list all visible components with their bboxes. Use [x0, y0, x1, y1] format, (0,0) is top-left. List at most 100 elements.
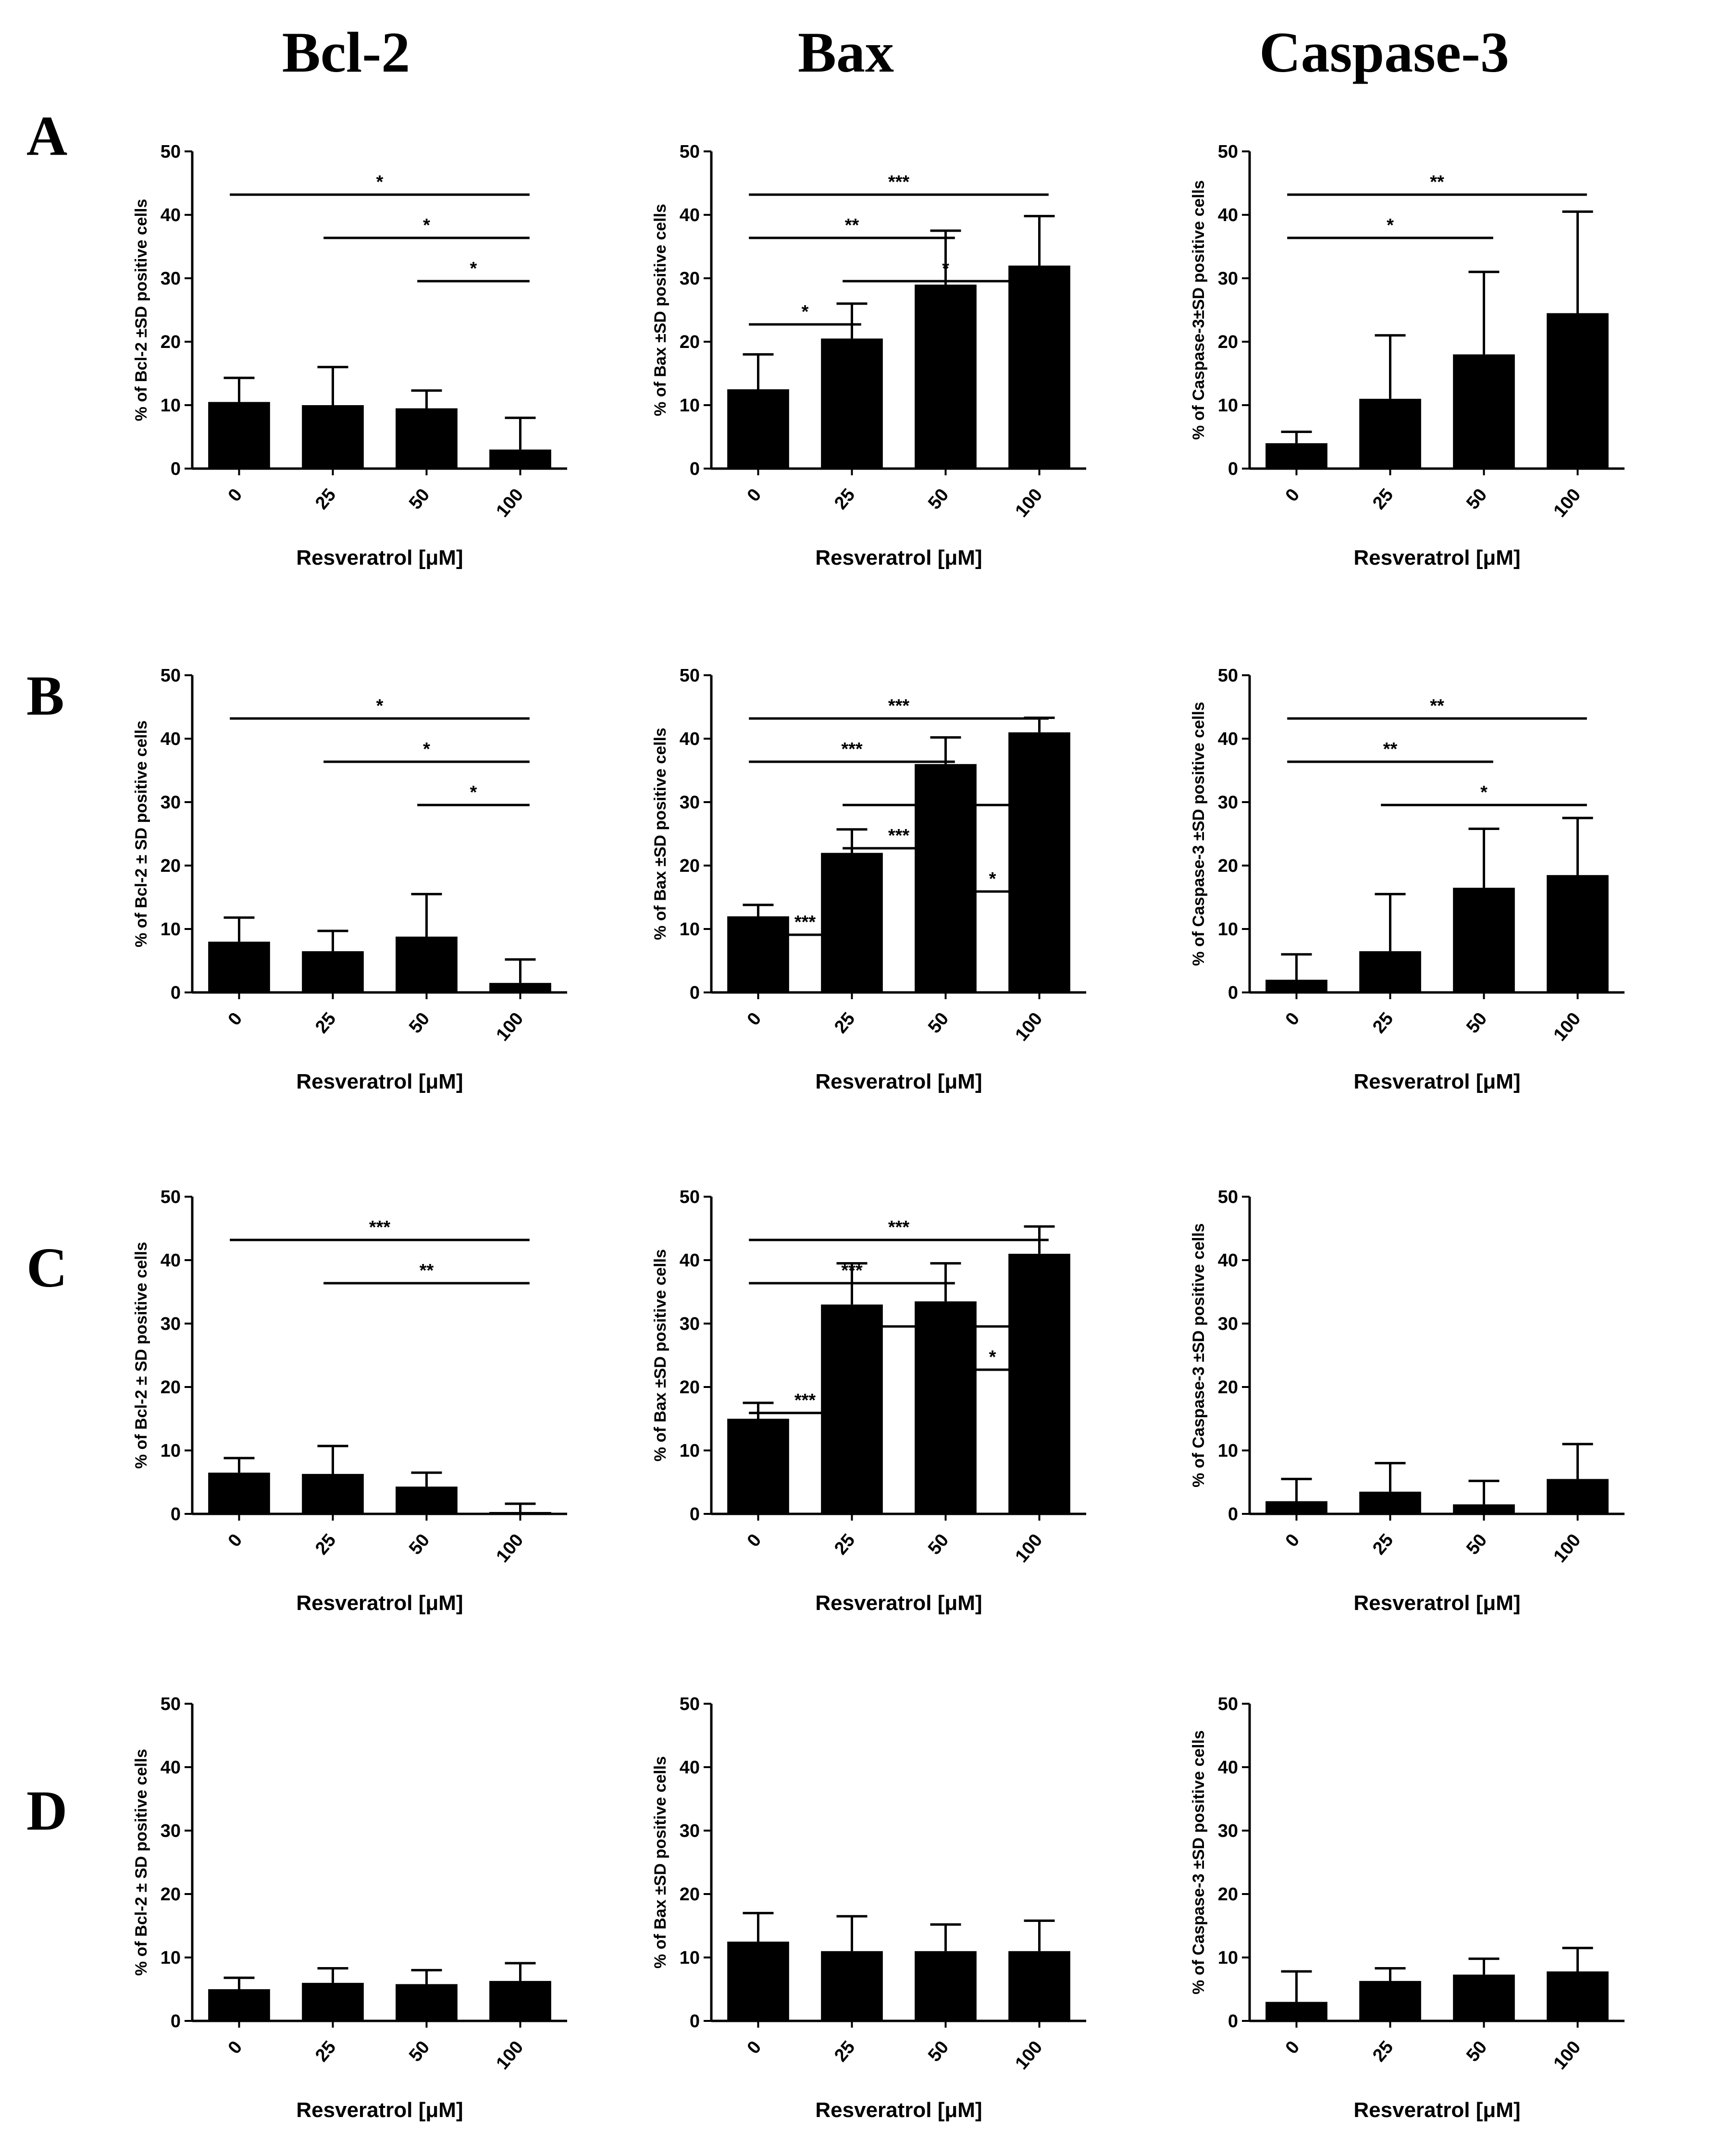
- significance-label: **: [420, 1261, 434, 1281]
- x-tick-label: 0: [1282, 1009, 1304, 1029]
- y-tick-label: 40: [1218, 1251, 1238, 1271]
- y-axis-title: % of Bcl-2 ± SD positive cells: [132, 1749, 150, 1976]
- y-tick-label: 30: [680, 793, 700, 813]
- x-tick-label: 100: [1550, 1530, 1585, 1567]
- x-axis-title: Resveratrol [μM]: [815, 546, 982, 570]
- bar: [1008, 1951, 1070, 2021]
- significance-label: *: [989, 1347, 996, 1367]
- y-axis-title: % of Caspase-3±SD positive cells: [1190, 180, 1208, 440]
- x-tick-label: 25: [311, 485, 340, 513]
- significance-label: *: [376, 172, 384, 192]
- bar: [1547, 1971, 1609, 2021]
- x-tick-label: 0: [224, 485, 247, 506]
- y-tick-label: 50: [161, 666, 181, 686]
- x-axis-title: Resveratrol [μM]: [815, 1591, 982, 1615]
- y-axis-title: % of Bcl-2 ± SD positive cells: [132, 1242, 150, 1469]
- bar: [489, 1981, 551, 2021]
- significance-label: ***: [888, 172, 910, 192]
- bar: [727, 389, 789, 469]
- y-tick-label: 40: [161, 729, 181, 749]
- y-tick-label: 20: [161, 856, 181, 876]
- y-tick-label: 30: [1218, 793, 1238, 813]
- x-tick-label: 0: [1282, 485, 1304, 506]
- significance-label: *: [423, 215, 430, 235]
- x-tick-label: 50: [1463, 485, 1491, 513]
- bar: [1453, 888, 1515, 992]
- y-tick-label: 10: [1218, 396, 1238, 416]
- x-tick-label: 50: [924, 2037, 953, 2066]
- x-tick-label: 50: [1463, 1009, 1491, 1037]
- y-tick-label: 10: [1218, 919, 1238, 940]
- y-tick-label: 0: [171, 2011, 181, 2031]
- column-title-bax: Bax: [797, 20, 894, 84]
- bar: [821, 1304, 883, 1514]
- y-tick-label: 30: [1218, 1314, 1238, 1334]
- bar: [396, 408, 458, 469]
- bar: [821, 1951, 883, 2021]
- x-axis-title: Resveratrol [μM]: [296, 546, 463, 570]
- y-tick-label: 0: [690, 459, 700, 479]
- y-axis-title: % of Bcl-2 ±SD positive cells: [132, 199, 150, 421]
- y-tick-label: 50: [680, 142, 700, 162]
- significance-label: *: [470, 782, 477, 803]
- y-axis-title: % of Caspase-3 ±SD positive cells: [1190, 1730, 1208, 1994]
- bar: [915, 1301, 977, 1514]
- x-tick-label: 100: [492, 2037, 527, 2074]
- significance-label: *: [942, 259, 949, 279]
- bar: [396, 936, 458, 992]
- y-axis-title: % of Caspase-3 ±SD positive cells: [1190, 1223, 1208, 1487]
- y-tick-label: 10: [1218, 1948, 1238, 1968]
- y-tick-label: 30: [161, 1314, 181, 1334]
- bar: [489, 1512, 551, 1514]
- significance-label: *: [1480, 782, 1488, 803]
- x-axis-title: Resveratrol [μM]: [1353, 1070, 1520, 1093]
- bar: [1008, 732, 1070, 992]
- y-tick-label: 20: [1218, 1884, 1238, 1905]
- bar: [302, 1982, 364, 2021]
- y-tick-label: 50: [161, 1694, 181, 1714]
- y-tick-label: 40: [1218, 1758, 1238, 1778]
- y-tick-label: 20: [680, 332, 700, 352]
- y-tick-label: 10: [161, 396, 181, 416]
- x-tick-label: 50: [405, 485, 434, 513]
- y-tick-label: 30: [1218, 269, 1238, 289]
- x-axis-title: Resveratrol [μM]: [296, 1591, 463, 1615]
- y-tick-label: 50: [680, 1694, 700, 1714]
- x-tick-label: 0: [224, 1530, 247, 1551]
- x-tick-label: 50: [1463, 2037, 1491, 2066]
- y-axis-title: % of Bax ±SD positive cells: [651, 1249, 670, 1461]
- y-tick-label: 50: [1218, 666, 1238, 686]
- x-tick-label: 100: [492, 485, 527, 521]
- significance-label: *: [942, 1304, 949, 1324]
- significance-label: ***: [369, 1217, 391, 1238]
- bar: [821, 853, 883, 992]
- bar: [208, 1473, 270, 1514]
- bar: [1547, 1479, 1609, 1514]
- bar: [1008, 1253, 1070, 1514]
- y-axis-title: % of Bax ±SD positive cells: [651, 728, 670, 940]
- row-label-a: A: [26, 104, 68, 167]
- x-tick-label: 25: [831, 2037, 859, 2066]
- y-tick-label: 10: [161, 919, 181, 940]
- y-tick-label: 0: [171, 459, 181, 479]
- y-tick-label: 0: [171, 983, 181, 1003]
- significance-label: **: [1430, 696, 1444, 716]
- chart-B-bax: 0 10 20 30 40 50 0 25 50 100 Resveratrol [μM] % of …: [651, 666, 1086, 1093]
- y-tick-label: 0: [690, 983, 700, 1003]
- y-tick-label: 40: [1218, 729, 1238, 749]
- x-axis-title: Resveratrol [μM]: [1353, 1591, 1520, 1615]
- chart-A-bcl2: 0 10 20 30 40 50 0 25 50 100 Resveratrol [μM] % of …: [132, 142, 567, 570]
- x-tick-label: 25: [1369, 1009, 1397, 1037]
- x-tick-label: 25: [1369, 485, 1397, 513]
- x-tick-label: 25: [831, 1009, 859, 1037]
- bar: [1359, 1981, 1421, 2021]
- y-tick-label: 10: [680, 1441, 700, 1461]
- y-tick-label: 0: [690, 1504, 700, 1524]
- x-axis-title: Resveratrol [μM]: [1353, 546, 1520, 570]
- x-tick-label: 0: [1282, 1530, 1304, 1551]
- x-tick-label: 100: [1550, 2037, 1585, 2074]
- y-tick-label: 20: [680, 1884, 700, 1905]
- y-tick-label: 50: [680, 666, 700, 686]
